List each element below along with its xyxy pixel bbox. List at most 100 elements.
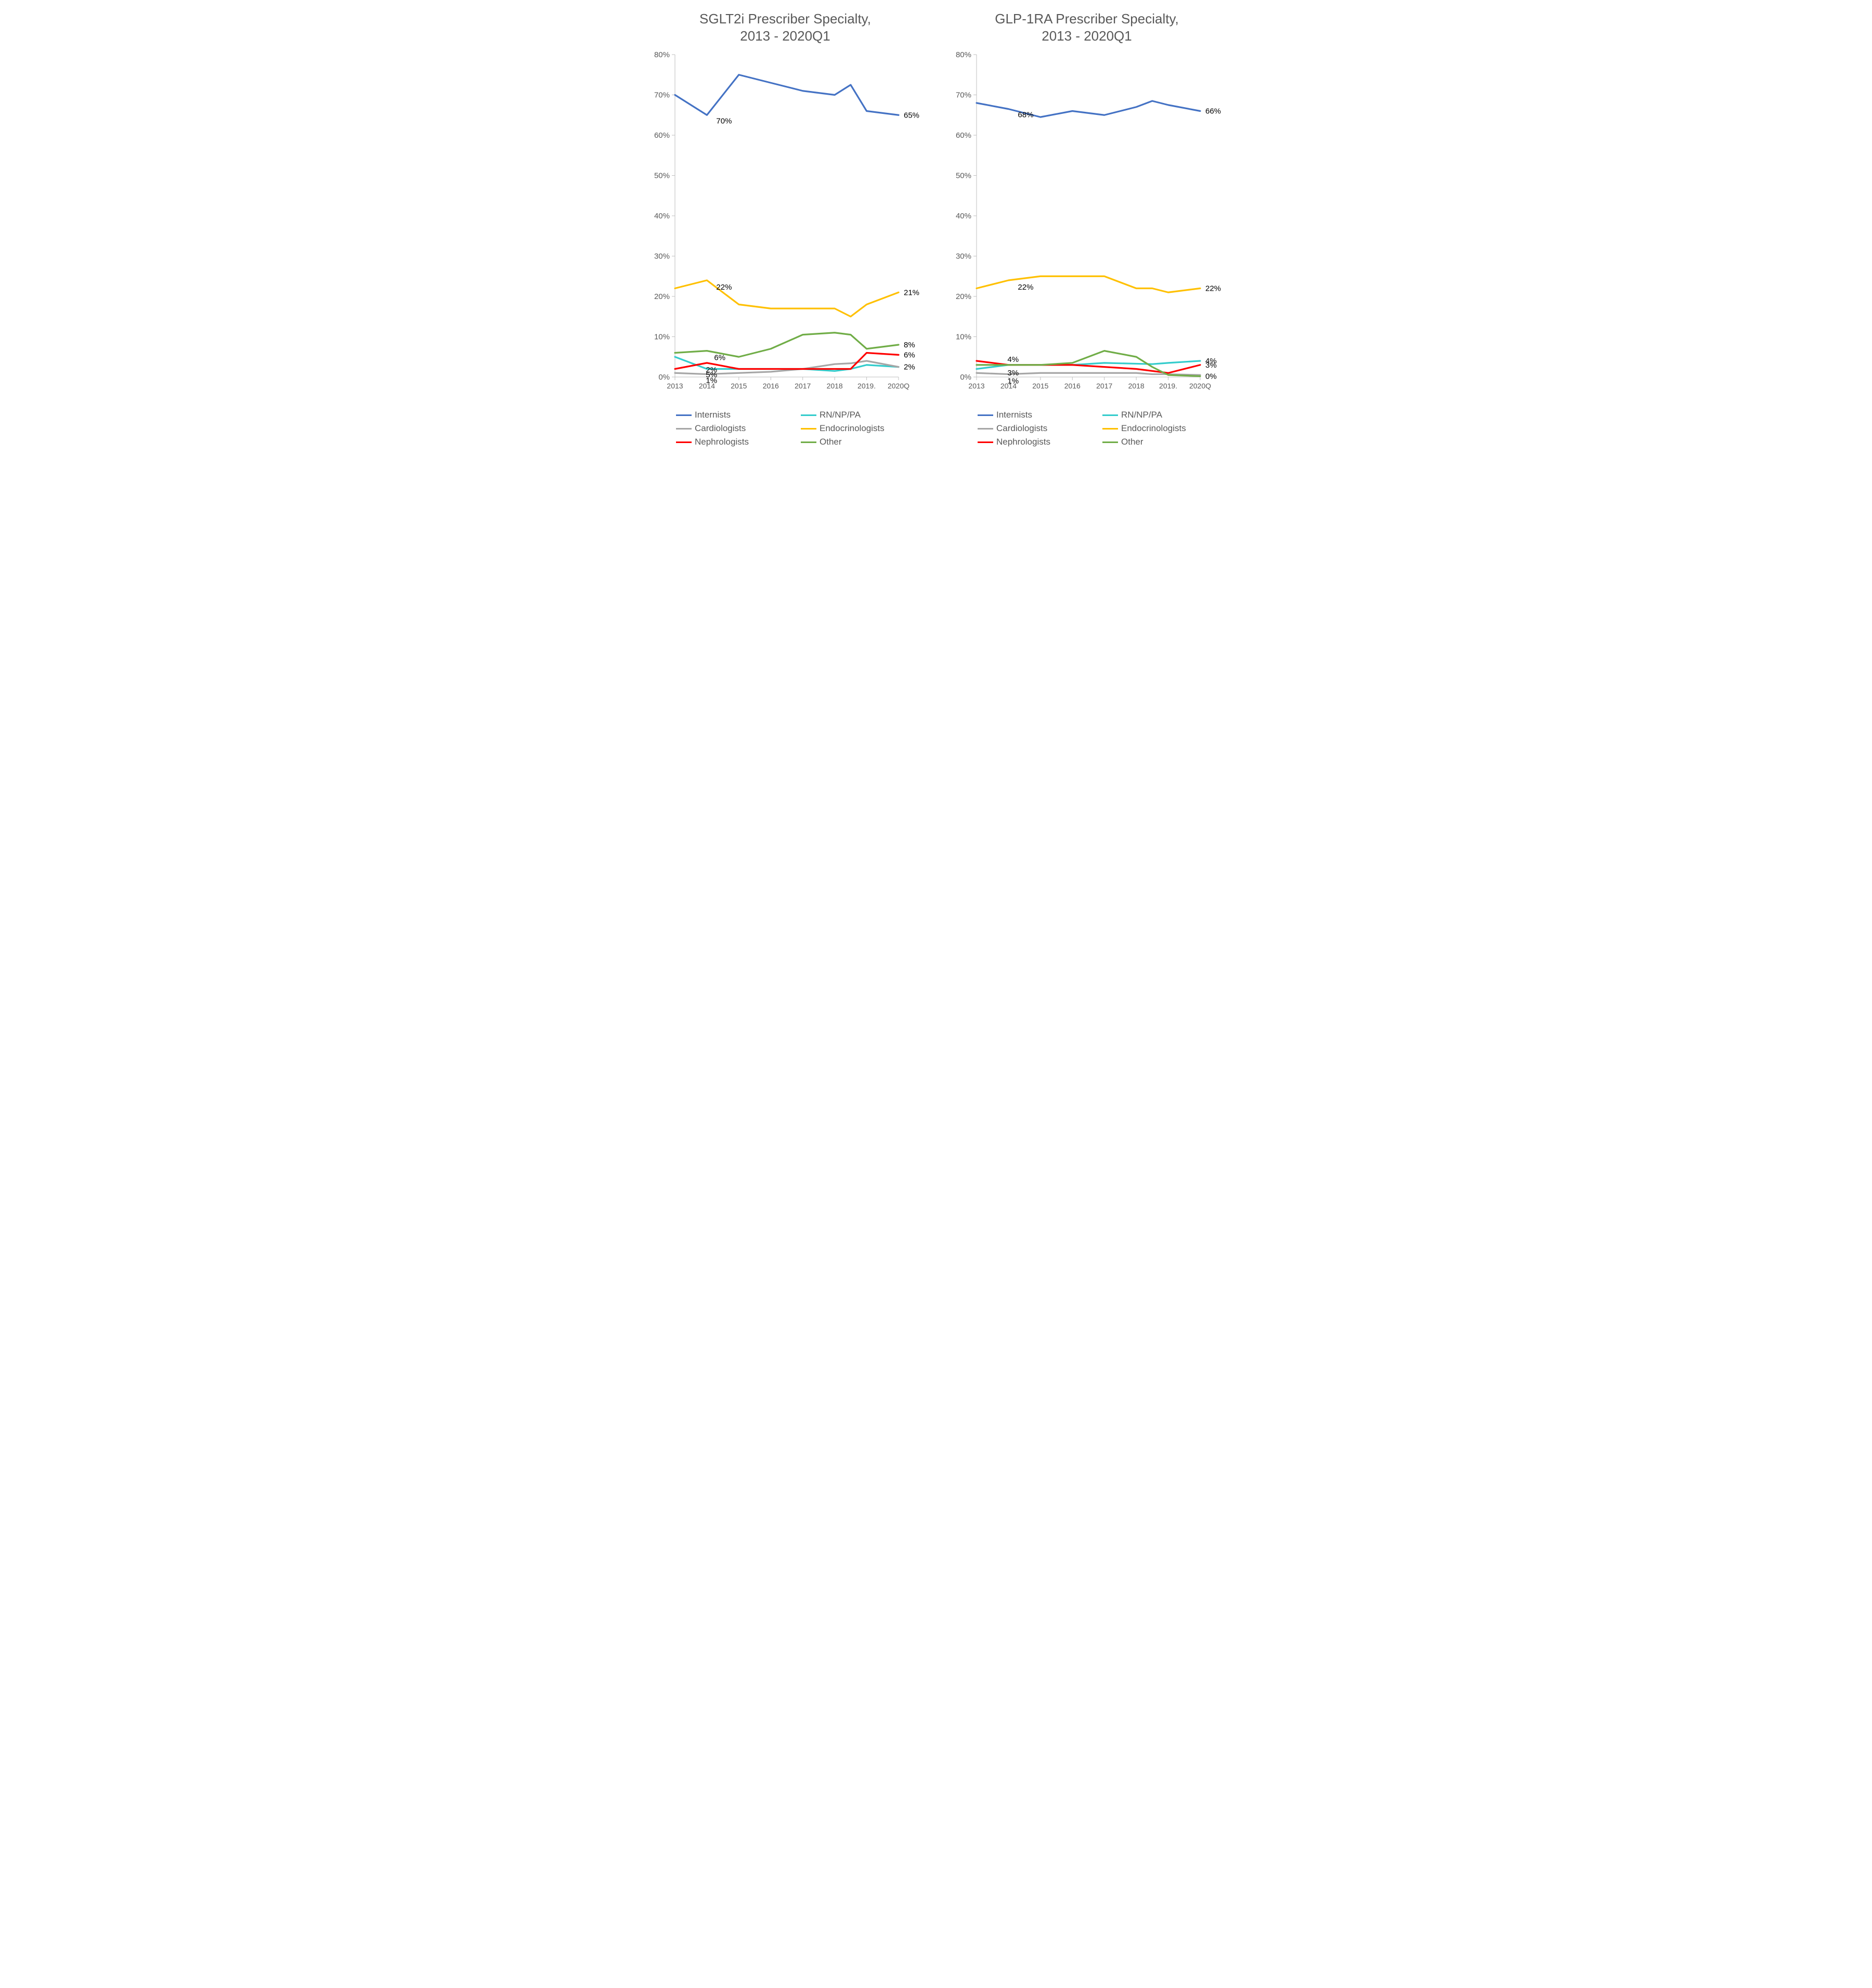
y-tick-label: 20% xyxy=(654,292,670,301)
x-tick-label: 2017 xyxy=(795,382,811,390)
y-tick-label: 80% xyxy=(654,50,670,59)
legend-swatch xyxy=(1102,441,1118,443)
chart-title: SGLT2i Prescriber Specialty, 2013 - 2020… xyxy=(645,10,926,44)
legend-item-other: Other xyxy=(1102,437,1206,447)
x-tick-label: 2015 xyxy=(731,382,747,390)
legend-swatch xyxy=(1102,428,1118,430)
x-tick-label: 2020Q xyxy=(1189,382,1211,390)
legend-swatch xyxy=(978,414,993,416)
series-internists xyxy=(977,101,1200,117)
start-annot-other: 3% xyxy=(1007,369,1019,378)
x-tick-label: 2016 xyxy=(1064,382,1081,390)
legend-swatch xyxy=(676,441,692,443)
end-annot-endocr: 22% xyxy=(1205,284,1221,293)
legend-item-nephrol: Nephrologists xyxy=(676,437,780,447)
y-tick-label: 30% xyxy=(956,252,971,261)
start-annot-nephrol: 2% xyxy=(706,366,717,374)
start-annot-internists: 70% xyxy=(716,116,732,125)
end-annot-internists: 66% xyxy=(1205,107,1221,116)
legend-item-nephrol: Nephrologists xyxy=(978,437,1082,447)
series-endocr xyxy=(977,276,1200,292)
start-annot-internists: 68% xyxy=(1018,111,1033,120)
legend-swatch xyxy=(978,441,993,443)
start-annot-cardiologists: 1% xyxy=(706,376,717,385)
x-tick-label: 2019. xyxy=(857,382,876,390)
end-annot-other: 0% xyxy=(1205,372,1217,381)
legend: Internists RN/NP/PA Cardiologists Endocrino… xyxy=(946,405,1227,447)
x-tick-label: 2013 xyxy=(667,382,683,390)
legend-label: Other xyxy=(820,437,842,447)
x-tick-label: 2018 xyxy=(827,382,843,390)
legend-item-rn: RN/NP/PA xyxy=(801,410,905,420)
series-endocr xyxy=(675,280,899,317)
series-internists xyxy=(675,75,899,115)
y-tick-label: 30% xyxy=(654,252,670,261)
y-tick-label: 10% xyxy=(956,333,971,342)
end-annot-nephrol: 3% xyxy=(1205,361,1217,370)
legend-label: Internists xyxy=(996,410,1032,420)
chart-title: GLP-1RA Prescriber Specialty, 2013 - 202… xyxy=(946,10,1227,44)
x-tick-label: 2019. xyxy=(1159,382,1177,390)
legend-item-internists: Internists xyxy=(978,410,1082,420)
legend-swatch xyxy=(801,441,816,443)
y-tick-label: 0% xyxy=(658,373,670,382)
y-tick-label: 60% xyxy=(654,131,670,140)
y-tick-label: 80% xyxy=(956,50,971,59)
chart-svg: 0%10%20%30%40%50%60%70%80%20132014201520… xyxy=(946,48,1227,402)
legend-swatch xyxy=(1102,414,1118,416)
legend-swatch xyxy=(676,414,692,416)
legend-item-cardiologists: Cardiologists xyxy=(978,423,1082,434)
legend-label: Nephrologists xyxy=(996,437,1050,447)
end-annot-internists: 65% xyxy=(904,111,919,120)
legend-label: RN/NP/PA xyxy=(1121,410,1162,420)
y-tick-label: 20% xyxy=(956,292,971,301)
y-tick-label: 70% xyxy=(956,91,971,100)
x-tick-label: 2015 xyxy=(1032,382,1048,390)
x-tick-label: 2017 xyxy=(1096,382,1112,390)
chart-svg: 0%10%20%30%40%50%60%70%80%20132014201520… xyxy=(645,48,926,402)
y-tick-label: 60% xyxy=(956,131,971,140)
end-annot-cardiologists: 2% xyxy=(904,363,915,372)
legend: Internists RN/NP/PA Cardiologists Endocrino… xyxy=(645,405,926,447)
x-tick-label: 2018 xyxy=(1128,382,1145,390)
legend-swatch xyxy=(978,428,993,430)
end-annot-nephrol: 6% xyxy=(904,350,915,359)
start-annot-other: 6% xyxy=(714,354,725,362)
legend-item-other: Other xyxy=(801,437,905,447)
end-annot-other: 8% xyxy=(904,341,915,349)
legend-item-internists: Internists xyxy=(676,410,780,420)
start-annot-cardiologists: 1% xyxy=(1007,377,1019,386)
x-tick-label: 2016 xyxy=(763,382,779,390)
legend-swatch xyxy=(676,428,692,430)
x-tick-label: 2013 xyxy=(968,382,984,390)
legend-item-cardiologists: Cardiologists xyxy=(676,423,780,434)
legend-swatch xyxy=(801,428,816,430)
legend-swatch xyxy=(801,414,816,416)
y-tick-label: 50% xyxy=(956,172,971,180)
chart-panel: GLP-1RA Prescriber Specialty, 2013 - 202… xyxy=(946,10,1227,447)
legend-item-endocr: Endocrinologists xyxy=(1102,423,1206,434)
y-tick-label: 70% xyxy=(654,91,670,100)
legend-label: Cardiologists xyxy=(695,423,746,434)
legend-label: Internists xyxy=(695,410,731,420)
legend-label: Endocrinologists xyxy=(1121,423,1186,434)
legend-label: Nephrologists xyxy=(695,437,749,447)
y-tick-label: 50% xyxy=(654,172,670,180)
y-tick-label: 0% xyxy=(960,373,971,382)
legend-label: Endocrinologists xyxy=(820,423,885,434)
legend-item-rn: RN/NP/PA xyxy=(1102,410,1206,420)
start-annot-endocr: 22% xyxy=(716,283,732,292)
start-annot-nephrol: 4% xyxy=(1007,355,1019,364)
legend-label: Other xyxy=(1121,437,1143,447)
legend-item-endocr: Endocrinologists xyxy=(801,423,905,434)
x-tick-label: 2020Q xyxy=(888,382,909,390)
chart-panel: SGLT2i Prescriber Specialty, 2013 - 2020… xyxy=(645,10,926,447)
start-annot-endocr: 22% xyxy=(1018,283,1033,292)
y-tick-label: 10% xyxy=(654,333,670,342)
series-other xyxy=(675,333,899,357)
legend-label: Cardiologists xyxy=(996,423,1047,434)
legend-label: RN/NP/PA xyxy=(820,410,861,420)
y-tick-label: 40% xyxy=(956,212,971,220)
end-annot-endocr: 21% xyxy=(904,288,919,297)
y-tick-label: 40% xyxy=(654,212,670,220)
